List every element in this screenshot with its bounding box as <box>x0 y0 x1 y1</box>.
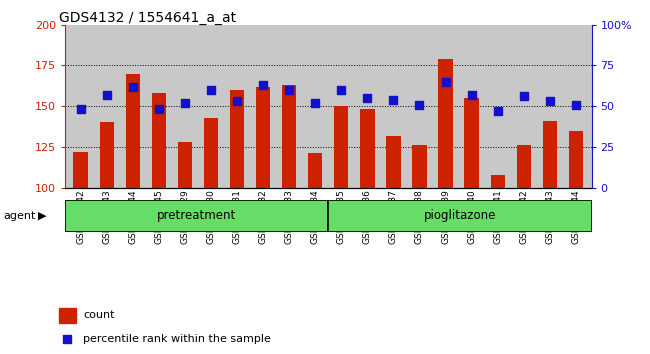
Point <box>206 87 216 93</box>
Bar <box>58 308 77 323</box>
Bar <box>177 142 192 188</box>
Point <box>362 95 372 101</box>
Point <box>493 108 503 114</box>
Text: pioglitazone: pioglitazone <box>424 210 496 222</box>
Point <box>179 100 190 106</box>
Point <box>284 87 294 93</box>
Bar <box>517 145 531 188</box>
Text: count: count <box>83 310 114 320</box>
Point <box>75 107 86 112</box>
Point <box>388 97 398 103</box>
Bar <box>230 90 244 188</box>
Bar <box>543 121 557 188</box>
Text: agent: agent <box>3 211 36 221</box>
Point <box>571 102 581 107</box>
Point <box>519 93 529 99</box>
Bar <box>334 106 348 188</box>
Bar <box>308 153 322 188</box>
Point <box>153 107 164 112</box>
Bar <box>491 175 505 188</box>
Bar <box>386 136 400 188</box>
Point <box>101 92 112 98</box>
Bar <box>99 122 114 188</box>
Point <box>310 100 320 106</box>
Bar <box>151 93 166 188</box>
Text: pretreatment: pretreatment <box>157 210 236 222</box>
Point <box>258 82 268 88</box>
Point <box>545 98 555 104</box>
FancyBboxPatch shape <box>328 200 592 232</box>
Bar <box>569 131 583 188</box>
Point <box>414 102 424 107</box>
Text: ▶: ▶ <box>38 211 46 221</box>
Text: percentile rank within the sample: percentile rank within the sample <box>83 334 271 344</box>
Bar <box>125 74 140 188</box>
FancyBboxPatch shape <box>65 200 328 232</box>
Bar <box>73 152 88 188</box>
Bar <box>412 145 426 188</box>
Point <box>440 79 450 85</box>
Point <box>467 92 477 98</box>
Point <box>296 220 306 226</box>
Point <box>127 84 138 90</box>
Bar <box>360 109 374 188</box>
Text: GDS4132 / 1554641_a_at: GDS4132 / 1554641_a_at <box>58 11 235 25</box>
Point <box>336 87 346 93</box>
Bar <box>465 98 479 188</box>
Bar <box>204 118 218 188</box>
Bar <box>256 87 270 188</box>
Bar <box>438 59 452 188</box>
Point <box>232 98 242 104</box>
Bar <box>282 85 296 188</box>
